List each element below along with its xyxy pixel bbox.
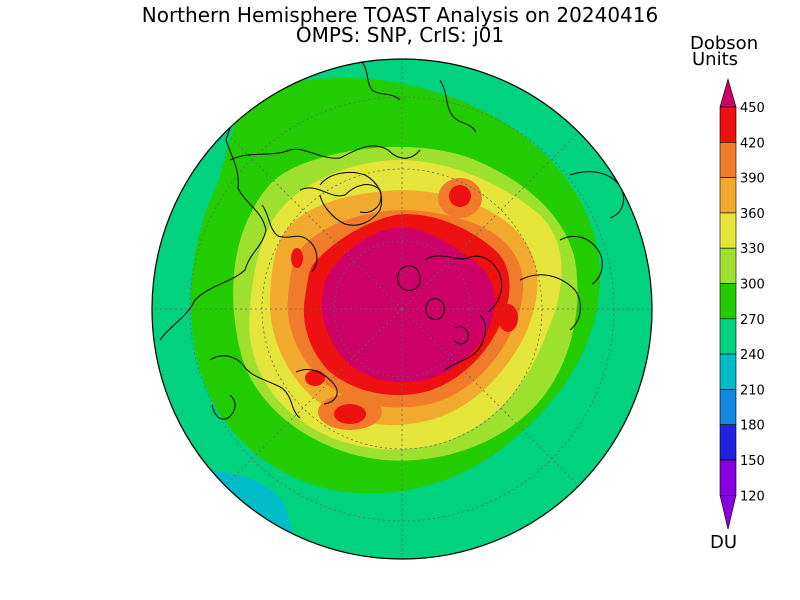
title-line-2: OMPS: SNP, CrIS: j01 (295, 23, 505, 47)
colorbar-tick-label: 300 (740, 278, 765, 293)
colorbar-tick-label: 420 (740, 136, 765, 151)
coastline-greenland (319, 172, 383, 226)
colorbar-segment (719, 424, 737, 461)
colorbar-tick-label: 120 (740, 489, 765, 504)
map-border-circle (151, 58, 653, 560)
colorbar-tick-label: 330 (740, 242, 765, 257)
latitude-circle-70 (333, 240, 471, 378)
colorbar-segment (719, 459, 737, 496)
colorbar-tick-label: 360 (740, 207, 765, 222)
red-cell-west (291, 248, 303, 268)
colorbar-segment (719, 283, 737, 320)
colorbar-segment (719, 212, 737, 249)
colorbar-segment (719, 318, 737, 355)
colorbar-segment (719, 177, 737, 214)
coastline-north-america (159, 94, 421, 341)
red-cell-east (449, 185, 471, 207)
colorbar-segment (719, 389, 737, 425)
meridian-line (401, 308, 580, 487)
coastline-europe (209, 355, 338, 420)
colorbar-segment (719, 106, 737, 143)
colorbar-bottom-arrow (719, 494, 737, 530)
coastline-arctic-islands (397, 265, 469, 345)
meridian-line (224, 308, 403, 487)
colorbar-tick-label: 210 (740, 383, 765, 398)
colorbar-tick-label: 450 (740, 101, 765, 116)
red-cell-southwest (305, 370, 325, 386)
colorbar-tick-label: 390 (740, 172, 765, 187)
colorbar-du-label: DU (710, 532, 738, 553)
meridian-line (224, 131, 403, 310)
colorbar: 450 420 390 360 330 300 270 240 210 180 150 120 (719, 77, 765, 530)
magenta-core (321, 227, 495, 383)
coastline-asia (424, 171, 625, 371)
colorbar-units-label-1: Dobson (690, 33, 759, 54)
colorbar-units-label-2: Units (692, 49, 739, 70)
colorbar-tick-label: 270 (740, 313, 765, 328)
colorbar-tick-label: 180 (740, 419, 765, 434)
title-line-1: Northern Hemisphere TOAST Analysis on 20… (141, 3, 659, 27)
colorbar-tick-label: 240 (740, 348, 765, 363)
coastline-north (359, 59, 477, 133)
colorbar-segment (719, 247, 737, 284)
red-cell-far-east (498, 304, 518, 332)
coastlines (159, 59, 625, 420)
colorbar-tick-label: 150 (740, 454, 765, 469)
colorbar-segment (719, 353, 737, 390)
colorbar-top-arrow (719, 77, 737, 108)
meridian-line (401, 131, 580, 310)
ozone-field (152, 59, 652, 559)
colorbar-segment (719, 142, 737, 178)
red-cell-south (334, 404, 366, 424)
